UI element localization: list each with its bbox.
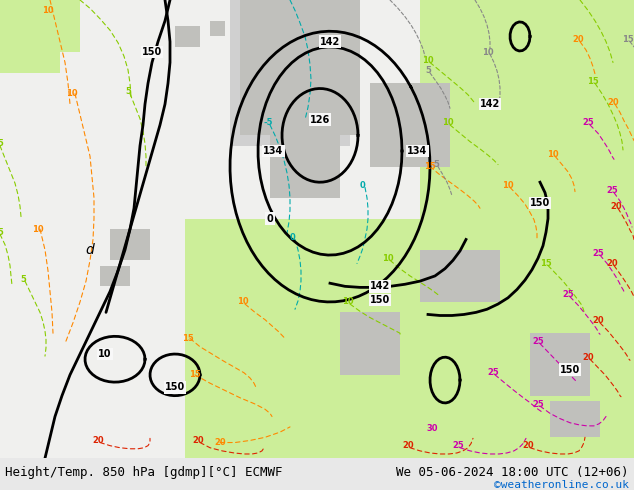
- Text: 20: 20: [402, 441, 414, 450]
- Text: 10: 10: [442, 119, 454, 127]
- Text: 0: 0: [267, 214, 273, 223]
- Text: 15: 15: [424, 162, 436, 171]
- Text: 5: 5: [20, 274, 26, 284]
- Text: 25: 25: [606, 186, 618, 195]
- Text: 25: 25: [582, 119, 594, 127]
- Text: 0: 0: [285, 0, 291, 2]
- Text: 10: 10: [547, 149, 559, 159]
- Polygon shape: [420, 250, 500, 302]
- Text: d: d: [86, 243, 94, 257]
- Text: 10: 10: [42, 6, 54, 15]
- Polygon shape: [110, 229, 150, 260]
- Text: 5: 5: [425, 66, 431, 75]
- Text: 150: 150: [370, 295, 390, 305]
- Text: 15: 15: [540, 259, 552, 268]
- Text: 10: 10: [66, 89, 78, 98]
- FancyBboxPatch shape: [230, 0, 350, 146]
- Text: ©weatheronline.co.uk: ©weatheronline.co.uk: [494, 480, 629, 490]
- Polygon shape: [340, 313, 400, 375]
- Text: 134: 134: [407, 146, 427, 156]
- Text: 10: 10: [32, 224, 44, 234]
- Text: 5: 5: [470, 0, 476, 2]
- Text: 25: 25: [562, 290, 574, 299]
- Polygon shape: [210, 21, 225, 36]
- Text: 25: 25: [487, 368, 499, 377]
- Text: 20: 20: [522, 441, 534, 450]
- Text: 20: 20: [606, 259, 618, 268]
- Text: 20: 20: [573, 35, 584, 44]
- Text: 25: 25: [532, 399, 544, 409]
- Text: 15: 15: [189, 370, 201, 379]
- Text: 10: 10: [342, 297, 354, 306]
- FancyBboxPatch shape: [420, 0, 634, 458]
- Text: Height/Temp. 850 hPa [gdmp][°C] ECMWF: Height/Temp. 850 hPa [gdmp][°C] ECMWF: [5, 466, 283, 479]
- Text: 10: 10: [482, 48, 494, 56]
- Text: 142: 142: [480, 99, 500, 109]
- Polygon shape: [370, 83, 450, 167]
- Text: 150: 150: [142, 47, 162, 57]
- Text: 5: 5: [0, 139, 3, 148]
- Polygon shape: [420, 0, 634, 458]
- Text: 20: 20: [582, 353, 594, 362]
- Text: -5: -5: [263, 119, 273, 127]
- Polygon shape: [270, 135, 340, 198]
- Text: 134: 134: [263, 146, 283, 156]
- Text: 10: 10: [98, 349, 112, 359]
- Text: 20: 20: [92, 436, 104, 445]
- Text: 5: 5: [433, 160, 439, 169]
- Polygon shape: [530, 333, 590, 396]
- Text: 25: 25: [532, 337, 544, 346]
- Text: 0: 0: [360, 181, 366, 190]
- Text: 20: 20: [592, 316, 604, 325]
- Text: 15: 15: [622, 35, 634, 44]
- Text: 5: 5: [75, 0, 81, 2]
- Text: 10: 10: [237, 297, 249, 306]
- Text: 142: 142: [320, 37, 340, 47]
- Text: 30: 30: [426, 424, 437, 434]
- Text: 5: 5: [125, 87, 131, 96]
- Polygon shape: [550, 401, 600, 437]
- Text: 10: 10: [382, 254, 394, 263]
- Text: 25: 25: [592, 248, 604, 258]
- Text: 150: 150: [560, 365, 580, 375]
- Text: 150: 150: [165, 382, 185, 392]
- Polygon shape: [240, 0, 360, 135]
- Text: 15: 15: [587, 77, 599, 86]
- Polygon shape: [0, 0, 80, 52]
- Text: We 05-06-2024 18:00 UTC (12+06): We 05-06-2024 18:00 UTC (12+06): [396, 466, 629, 479]
- Text: 20: 20: [607, 98, 619, 106]
- FancyBboxPatch shape: [0, 0, 130, 83]
- Polygon shape: [185, 219, 430, 458]
- Polygon shape: [100, 266, 130, 286]
- Text: 10: 10: [502, 181, 514, 190]
- Text: 142: 142: [370, 281, 390, 292]
- Text: 15: 15: [182, 334, 194, 343]
- FancyBboxPatch shape: [200, 250, 430, 458]
- Text: 150: 150: [530, 198, 550, 208]
- Text: 20: 20: [610, 202, 622, 211]
- Text: 0: 0: [385, 0, 391, 2]
- Polygon shape: [175, 26, 200, 47]
- Text: 126: 126: [310, 115, 330, 125]
- Text: 20: 20: [192, 436, 204, 445]
- Text: 10: 10: [422, 56, 434, 65]
- Text: 0: 0: [290, 233, 296, 242]
- Polygon shape: [0, 42, 60, 73]
- Text: 5: 5: [0, 228, 3, 237]
- Text: 20: 20: [214, 438, 226, 447]
- Text: 15: 15: [572, 0, 584, 2]
- Text: 25: 25: [452, 441, 464, 450]
